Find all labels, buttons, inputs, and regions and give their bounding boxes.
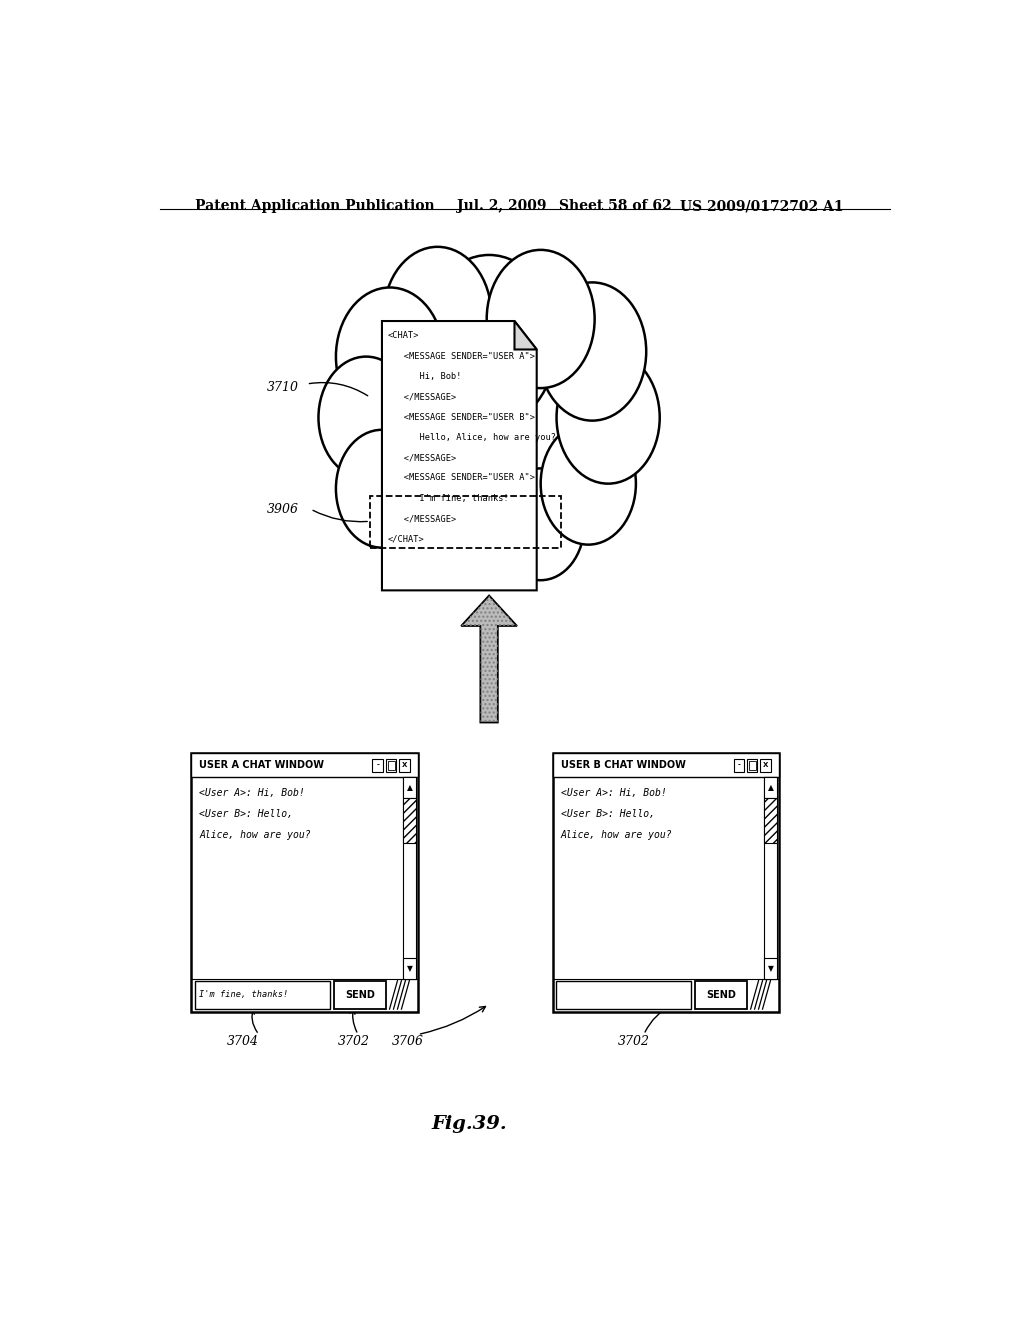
Text: SEND: SEND xyxy=(345,990,375,999)
Text: Jul. 2, 2009: Jul. 2, 2009 xyxy=(458,199,547,213)
Bar xyxy=(553,752,779,1012)
Bar xyxy=(370,496,560,548)
Circle shape xyxy=(443,479,526,585)
Bar xyxy=(765,958,777,978)
Bar xyxy=(749,760,756,770)
Text: </MESSAGE>: </MESSAGE> xyxy=(387,515,456,523)
Bar xyxy=(195,981,331,1008)
Text: -: - xyxy=(737,762,740,768)
Circle shape xyxy=(539,282,646,421)
Bar xyxy=(403,958,416,978)
Text: <CHAT>: <CHAT> xyxy=(387,331,419,341)
Circle shape xyxy=(541,422,636,545)
Text: I'm fine, thanks!: I'm fine, thanks! xyxy=(387,494,508,503)
Bar xyxy=(748,759,758,772)
Text: X: X xyxy=(763,762,768,768)
Text: Fig.39.: Fig.39. xyxy=(431,1115,507,1133)
Bar xyxy=(403,797,416,843)
Text: <MESSAGE SENDER="USER A">: <MESSAGE SENDER="USER A"> xyxy=(387,351,535,360)
Text: Alice, how are you?: Alice, how are you? xyxy=(560,830,672,841)
Text: <MESSAGE SENDER="USER A">: <MESSAGE SENDER="USER A"> xyxy=(387,474,535,483)
Bar xyxy=(399,759,410,772)
Text: </CHAT>: </CHAT> xyxy=(387,535,424,544)
Text: ▲: ▲ xyxy=(407,783,413,792)
Bar xyxy=(191,752,418,777)
Text: -: - xyxy=(376,762,379,768)
Text: SEND: SEND xyxy=(707,990,736,999)
Text: X: X xyxy=(401,762,408,768)
Text: <User B>: Hello,: <User B>: Hello, xyxy=(560,809,654,818)
Bar xyxy=(695,981,748,1008)
Text: <User A>: Hi, Bob!: <User A>: Hi, Bob! xyxy=(560,788,667,797)
Text: Sheet 58 of 62: Sheet 58 of 62 xyxy=(559,199,672,213)
Circle shape xyxy=(318,356,414,479)
Bar xyxy=(761,759,771,772)
Text: Hi, Bob!: Hi, Bob! xyxy=(387,372,461,381)
Bar xyxy=(403,777,416,978)
Text: ▲: ▲ xyxy=(768,783,774,792)
Text: </MESSAGE>: </MESSAGE> xyxy=(387,392,456,401)
Text: </MESSAGE>: </MESSAGE> xyxy=(387,453,456,462)
Polygon shape xyxy=(514,321,537,350)
Circle shape xyxy=(336,288,443,426)
Text: USER B CHAT WINDOW: USER B CHAT WINDOW xyxy=(560,760,685,770)
Text: US 2009/0172702 A1: US 2009/0172702 A1 xyxy=(680,199,843,213)
Text: 3702: 3702 xyxy=(338,1035,371,1048)
Circle shape xyxy=(497,469,585,581)
Bar xyxy=(403,777,416,797)
Text: <User B>: Hello,: <User B>: Hello, xyxy=(200,809,294,818)
Circle shape xyxy=(386,469,473,581)
Text: <User A>: Hi, Bob!: <User A>: Hi, Bob! xyxy=(200,788,305,797)
Bar xyxy=(387,760,394,770)
Text: <MESSAGE SENDER="USER B">: <MESSAGE SENDER="USER B"> xyxy=(387,412,535,421)
Bar xyxy=(334,981,386,1008)
Bar xyxy=(765,777,777,978)
Text: 3702: 3702 xyxy=(618,1035,650,1048)
Text: Hello, Alice, how are you?: Hello, Alice, how are you? xyxy=(387,433,555,442)
Bar xyxy=(386,759,396,772)
Bar xyxy=(191,752,418,1012)
Polygon shape xyxy=(382,321,537,590)
Circle shape xyxy=(486,249,595,388)
Bar xyxy=(556,981,691,1008)
Text: Alice, how are you?: Alice, how are you? xyxy=(200,830,311,841)
Bar xyxy=(765,777,777,797)
Text: I'm fine, thanks!: I'm fine, thanks! xyxy=(199,990,288,999)
Bar xyxy=(765,797,777,843)
Bar xyxy=(733,759,743,772)
Bar xyxy=(553,752,779,777)
Text: ▼: ▼ xyxy=(407,964,413,973)
Polygon shape xyxy=(461,595,517,722)
Circle shape xyxy=(422,255,557,428)
Text: ▼: ▼ xyxy=(768,964,774,973)
Text: 3906: 3906 xyxy=(267,503,299,516)
Circle shape xyxy=(556,351,659,483)
Text: 3704: 3704 xyxy=(227,1035,259,1048)
Text: 3710: 3710 xyxy=(267,380,299,393)
Text: Patent Application Publication: Patent Application Publication xyxy=(196,199,435,213)
Text: 3706: 3706 xyxy=(392,1035,424,1048)
Bar xyxy=(373,759,383,772)
Circle shape xyxy=(336,430,428,548)
Circle shape xyxy=(384,247,492,385)
Text: USER A CHAT WINDOW: USER A CHAT WINDOW xyxy=(200,760,325,770)
